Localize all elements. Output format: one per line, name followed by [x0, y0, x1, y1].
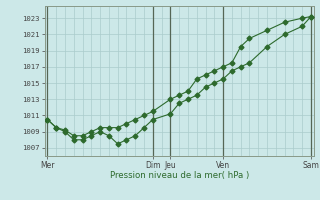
X-axis label: Pression niveau de la mer( hPa ): Pression niveau de la mer( hPa ) — [109, 171, 249, 180]
